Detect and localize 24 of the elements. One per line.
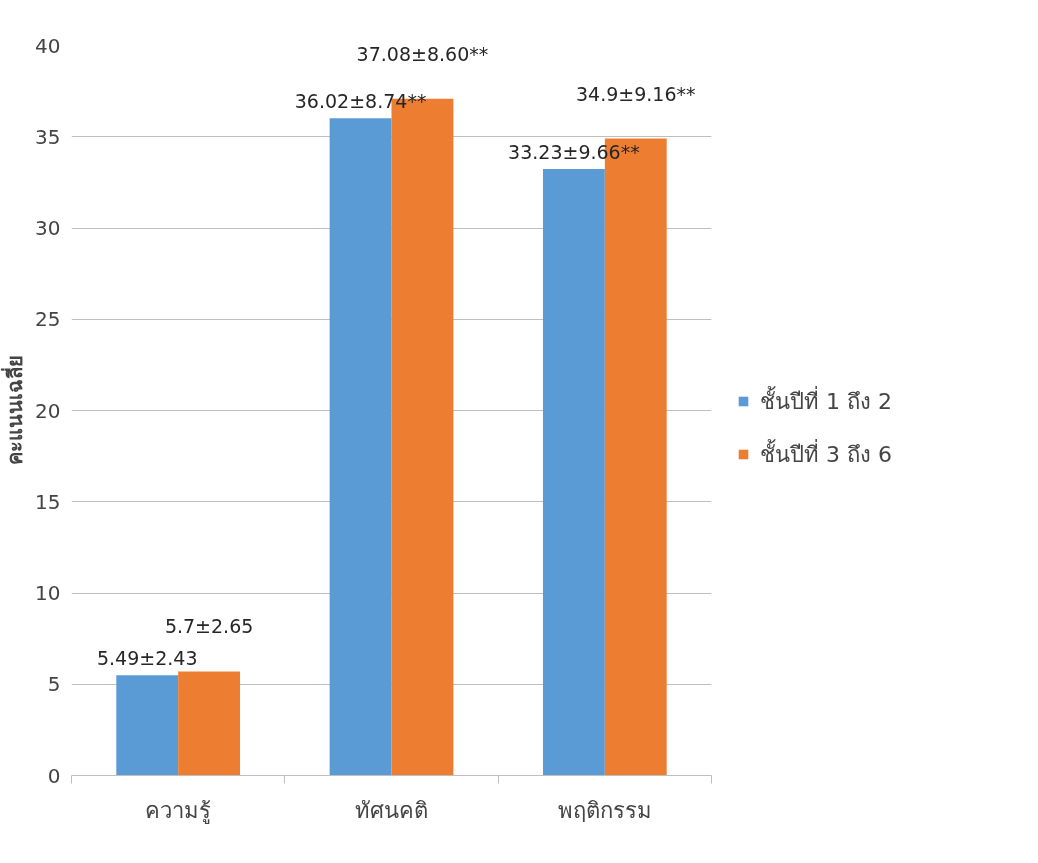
data-label: 36.02±8.74** (294, 90, 427, 113)
y-tick-label: 25 (35, 307, 61, 332)
legend-label: ชั้นปีที่ 3 ถึง 6 (760, 438, 892, 469)
y-axis-title: คะแนนเฉลี่ย (0, 355, 28, 466)
bar (178, 671, 241, 776)
y-tick-label: 20 (35, 398, 61, 423)
y-tick-label: 5 (47, 672, 61, 697)
y-tick-label: 35 (35, 124, 61, 149)
y-tick-label: 15 (35, 489, 61, 514)
legend-label: ชั้นปีที่ 1 ถึง 2 (760, 385, 892, 416)
data-label: 5.7±2.65 (164, 615, 254, 638)
y-tick-label: 40 (35, 33, 61, 58)
bar (116, 675, 179, 776)
y-tick-label: 30 (35, 216, 61, 240)
data-label: 5.49±2.43 (96, 647, 198, 670)
x-tick-label: พฤติกรรม (557, 797, 652, 823)
data-label: 34.9±9.16** (576, 82, 696, 105)
y-tick-label: 0 (47, 763, 61, 788)
data-label: 37.08±8.60** (356, 42, 489, 65)
x-tick-label: ทัศนคติ (355, 797, 428, 823)
y-tick-label: 10 (35, 581, 61, 605)
x-tick-label: ความรู้ (145, 797, 212, 824)
bar (542, 169, 605, 776)
bar (329, 118, 392, 776)
